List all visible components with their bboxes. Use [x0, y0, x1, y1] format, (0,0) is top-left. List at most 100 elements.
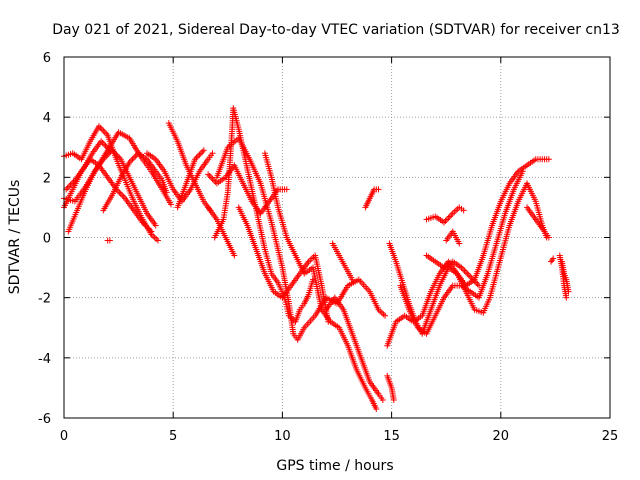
data-point-marker [101, 129, 108, 136]
y-tick-label: 2 [43, 171, 51, 186]
data-series-arc13 [211, 105, 316, 325]
data-point-marker [148, 228, 155, 235]
x-tick-label: 0 [60, 429, 68, 444]
data-layer [61, 105, 572, 412]
data-point-marker [196, 151, 203, 158]
y-tick-label: 4 [43, 111, 51, 126]
data-series-arc17 [323, 294, 386, 403]
data-point-marker [231, 252, 238, 259]
axis-ticks: 0 5 10 15 20 25 -6 -4 -2 0 2 4 6 [38, 51, 618, 444]
data-series-arc11 [205, 204, 238, 259]
data-point-marker [474, 281, 481, 288]
data-point-marker [375, 186, 382, 193]
data-point-marker [519, 168, 526, 175]
data-point-marker [445, 214, 452, 221]
data-point-marker [382, 312, 389, 319]
data-point-marker [100, 127, 107, 134]
data-point-marker [154, 237, 161, 244]
data-series-arc24 [423, 252, 482, 289]
data-series-arc28 [548, 255, 557, 265]
data-point-marker [459, 266, 466, 273]
data-series-arc10 [104, 237, 113, 244]
data-point-marker [379, 396, 386, 403]
data-point-marker [194, 153, 201, 160]
data-series-arc30 [558, 258, 572, 295]
data-point-marker [200, 147, 207, 154]
x-tick-label: 20 [493, 429, 510, 444]
data-point-marker [106, 147, 113, 154]
data-series-arc26 [443, 228, 463, 247]
y-tick-label: 6 [43, 51, 51, 66]
data-point-marker [373, 405, 380, 412]
data-point-marker [168, 201, 175, 208]
data-series-arc3 [61, 129, 175, 208]
data-point-marker [464, 270, 471, 277]
data-series-arc18 [329, 240, 356, 283]
data-point-marker [349, 276, 356, 283]
data-point-marker [205, 171, 212, 178]
data-point-marker [549, 257, 556, 264]
data-point-marker [120, 193, 127, 200]
data-series-arc16 [261, 150, 380, 412]
data-point-marker [465, 272, 472, 279]
data-point-marker [390, 396, 397, 403]
data-point-marker [467, 273, 474, 280]
data-point-marker [117, 190, 124, 197]
data-series-arc14 [213, 135, 389, 343]
x-tick-label: 15 [383, 429, 400, 444]
x-tick-label: 25 [602, 429, 619, 444]
x-tick-label: 5 [169, 429, 177, 444]
data-series-arc8 [165, 120, 214, 214]
data-point-marker [563, 294, 570, 301]
data-point-marker [565, 288, 572, 295]
data-point-marker [209, 150, 216, 157]
x-tick-label: 10 [274, 429, 291, 444]
data-point-marker [460, 207, 467, 214]
data-point-marker [129, 156, 136, 163]
data-point-marker [119, 192, 126, 199]
data-point-marker [206, 172, 213, 179]
data-point-marker [545, 156, 552, 163]
data-point-marker [550, 255, 557, 262]
data-series-arc6 [100, 150, 170, 214]
data-point-marker [130, 154, 137, 161]
data-point-marker [106, 237, 113, 244]
data-point-marker [446, 213, 453, 220]
data-point-marker [442, 217, 449, 224]
data-point-marker [461, 267, 468, 274]
y-tick-label: 0 [43, 232, 51, 247]
y-tick-label: -4 [38, 352, 51, 367]
data-series-arc23 [397, 168, 526, 337]
data-point-marker [152, 222, 159, 229]
data-series-arc15 [235, 204, 332, 325]
grid [64, 57, 610, 418]
data-point-marker [197, 150, 204, 157]
data-series-arc19 [362, 186, 382, 211]
data-point-marker [64, 184, 71, 191]
data-point-marker [163, 189, 170, 196]
y-tick-label: -2 [38, 292, 51, 307]
data-series-arc1 [61, 123, 161, 244]
data-series-arc27 [524, 204, 552, 241]
data-point-marker [98, 126, 105, 133]
data-series-arc25 [423, 204, 467, 226]
data-point-marker [66, 183, 73, 190]
data-point-marker [448, 211, 455, 218]
data-point-marker [199, 148, 206, 155]
data-point-marker [209, 175, 216, 182]
data-series-arc29 [556, 252, 570, 301]
y-tick-label: -6 [38, 412, 51, 427]
chart-title: Day 021 of 2021, Sidereal Day-to-day VTE… [52, 22, 620, 38]
data-point-marker [462, 269, 469, 276]
data-point-marker [456, 240, 463, 247]
data-series-arc9 [174, 147, 207, 211]
data-series-arc22 [384, 156, 552, 349]
data-point-marker [208, 174, 215, 181]
data-series-arc5 [63, 138, 113, 193]
data-series-arc20 [384, 372, 397, 403]
x-axis-label: GPS time / hours [276, 458, 393, 474]
y-axis-label: SDTVAR / TECUs [7, 180, 23, 295]
data-point-marker [101, 141, 108, 148]
data-point-marker [545, 234, 552, 241]
